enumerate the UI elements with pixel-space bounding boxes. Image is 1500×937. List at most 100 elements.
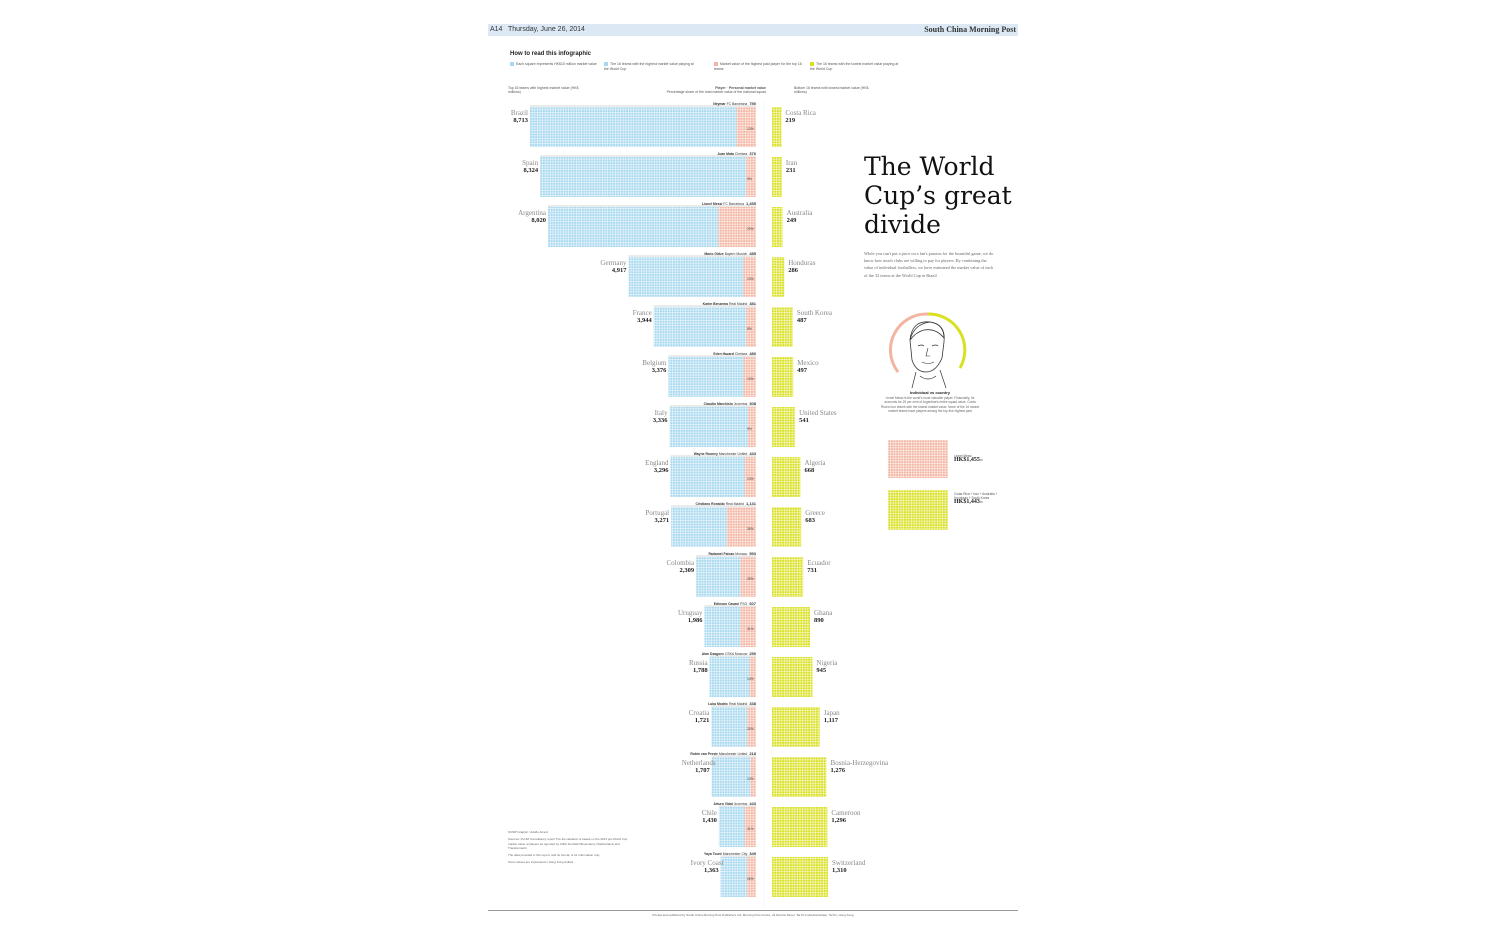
player-label: Juan Mata Chelsea 376: [717, 151, 756, 156]
bottom-team-grid-overlay: [772, 807, 828, 847]
player-club: Manchester United: [717, 752, 748, 756]
bottom-team-name: Costa Rica: [785, 109, 816, 117]
bottom-team-grid-overlay: [772, 657, 813, 697]
top-team-name: Portugal: [645, 509, 670, 517]
howto-title: How to read this infographic: [510, 51, 592, 57]
top-team-value: 3,944: [637, 317, 652, 324]
top-team-name: Italy: [654, 409, 668, 417]
bottom-team-grid-overlay: [772, 357, 794, 397]
credits: SCMP Graphic / Adolfo Arranz Sources: PL…: [508, 830, 628, 865]
player-name: Alan Dzagoev: [701, 652, 724, 656]
legend-item-player: Market value of the highest paid player …: [714, 62, 802, 71]
top-team-grid-overlay: [711, 757, 756, 797]
player-name: Edinson Cavani: [713, 602, 740, 606]
footer-imprint: Printed and published by South China Mor…: [652, 913, 854, 917]
player-value: 443: [749, 451, 756, 456]
top-team-value: 8,020: [531, 217, 546, 224]
player-name: Cristiano Ronaldo: [695, 502, 725, 506]
player-club: Manchester City: [721, 852, 748, 856]
top-team-value: 4,917: [611, 267, 627, 274]
bottom-team-name: Australia: [786, 209, 813, 217]
legend-item-bottom16: The 16 teams with the lowest market valu…: [810, 62, 899, 71]
player-club: FC Barcelona: [722, 202, 744, 206]
bottom-team-value: 945: [816, 667, 827, 674]
value-grid-overlay: [888, 490, 948, 530]
top-team-value: 8,324: [523, 167, 539, 174]
bottom-team-name: Switzerland: [832, 859, 866, 867]
top-team-grid-overlay: [718, 807, 756, 847]
player-label: Luka Modric Real Madrid 338: [708, 701, 756, 706]
top-team-name: Brazil: [510, 109, 528, 117]
top-team-value: 3,376: [651, 367, 667, 374]
top-team-value: 1,986: [687, 617, 703, 624]
player-value: 1,131: [745, 501, 756, 506]
top-team-grid-overlay: [668, 357, 756, 397]
player-club: Real Madrid: [728, 702, 748, 706]
top-team-value: 3,296: [653, 467, 669, 474]
player-label: Robin van Persie Manchester United 218: [690, 751, 756, 756]
top-team-name: Belgium: [642, 359, 667, 367]
newspaper-page: A14 Thursday, June 26, 2014 South China …: [488, 24, 1018, 917]
player-share-pct: 14%: [747, 677, 754, 681]
player-name: Neymar: [713, 102, 726, 106]
top-team-name: Spain: [522, 159, 539, 167]
bottom-team-value: 219: [785, 117, 796, 124]
player-share-pct: 20%: [747, 727, 754, 731]
bottom-team-name: Japan: [823, 709, 840, 717]
player-label: Alan Dzagoev CSKA Moscow 250: [702, 651, 756, 656]
right-column-header: Bottom 16 teams with lowest market value…: [794, 86, 869, 94]
headline: The World Cup’s great divide: [864, 152, 1012, 239]
teams-value-label: Costa Rica + Iran + Australia + Honduras…: [954, 492, 998, 506]
player-label: Mario Götze Bayern Munich 485: [704, 251, 756, 256]
top-team-grid-overlay: [548, 207, 756, 247]
player-value: 1,455: [745, 201, 756, 206]
page-number: A14: [490, 26, 503, 33]
legend-item-square: Each square represents HK$10 million mar…: [510, 62, 600, 67]
player-share-pct: 5%: [747, 177, 752, 181]
player-value: 308: [749, 401, 756, 406]
bottom-team-value: 286: [788, 267, 798, 274]
legend-swatch-blue-icon: [510, 62, 514, 66]
messi-portrait-illustration: [888, 312, 967, 389]
top-team-name: Argentina: [518, 209, 546, 217]
player-name: Luka Modric: [708, 702, 729, 706]
player-share-pct: 31%: [747, 627, 754, 631]
player-label: Cristiano Ronaldo Real Madrid 1,131: [696, 501, 756, 506]
top-team-grid-overlay: [540, 157, 756, 197]
player-label: Claudio Marchisio Juventus 308: [704, 401, 756, 406]
bottom-team-name: Mexico: [797, 359, 819, 367]
player-value: 349: [749, 851, 756, 856]
bottom-team-grid-overlay: [772, 257, 785, 297]
player-value: 485: [749, 251, 756, 256]
bottom-team-grid-overlay: [772, 307, 793, 347]
player-club: Chelsea: [733, 152, 748, 156]
top-team-grid-overlay: [704, 607, 756, 647]
masthead-paper-name: South China Morning Post: [924, 25, 1016, 34]
bottom-team-grid-overlay: [772, 157, 782, 197]
bottom-team-name: United States: [799, 409, 837, 417]
top-team-grid-overlay: [671, 507, 756, 547]
top-team-value: 2,309: [679, 567, 695, 574]
bottom-team-value: 731: [807, 567, 817, 574]
player-club: Real Madrid: [728, 302, 748, 306]
bottom-team-name: South Korea: [796, 309, 833, 317]
player-name: Yaya Touré: [704, 852, 722, 856]
player-name: Wayne Rooney: [693, 452, 718, 456]
masthead: A14 Thursday, June 26, 2014 South China …: [488, 24, 1018, 36]
top-team-name: Chile: [701, 809, 717, 817]
messi-value-grid: [888, 440, 948, 478]
player-label: Radamel Falcao Monaco 593: [708, 551, 756, 556]
player-name: Eden Hazard: [713, 352, 734, 356]
player-label: Edinson Cavani PSG 607: [714, 601, 756, 606]
player-label: Eden Hazard Chelsea 480: [713, 351, 756, 356]
bottom-team-name: Ghana: [814, 609, 833, 617]
top-team-grid-overlay: [653, 307, 756, 347]
top-team-name: Colombia: [666, 559, 695, 567]
player-share-pct: 13%: [747, 127, 754, 131]
legend-swatch-bottom-icon: [810, 62, 814, 66]
player-share-pct: 29%: [747, 227, 754, 231]
player-club: PSG: [739, 602, 748, 606]
top-team-grid-overlay: [711, 707, 756, 747]
bottom-team-grid-overlay: [772, 107, 782, 147]
teams-value-grid: [888, 490, 948, 530]
